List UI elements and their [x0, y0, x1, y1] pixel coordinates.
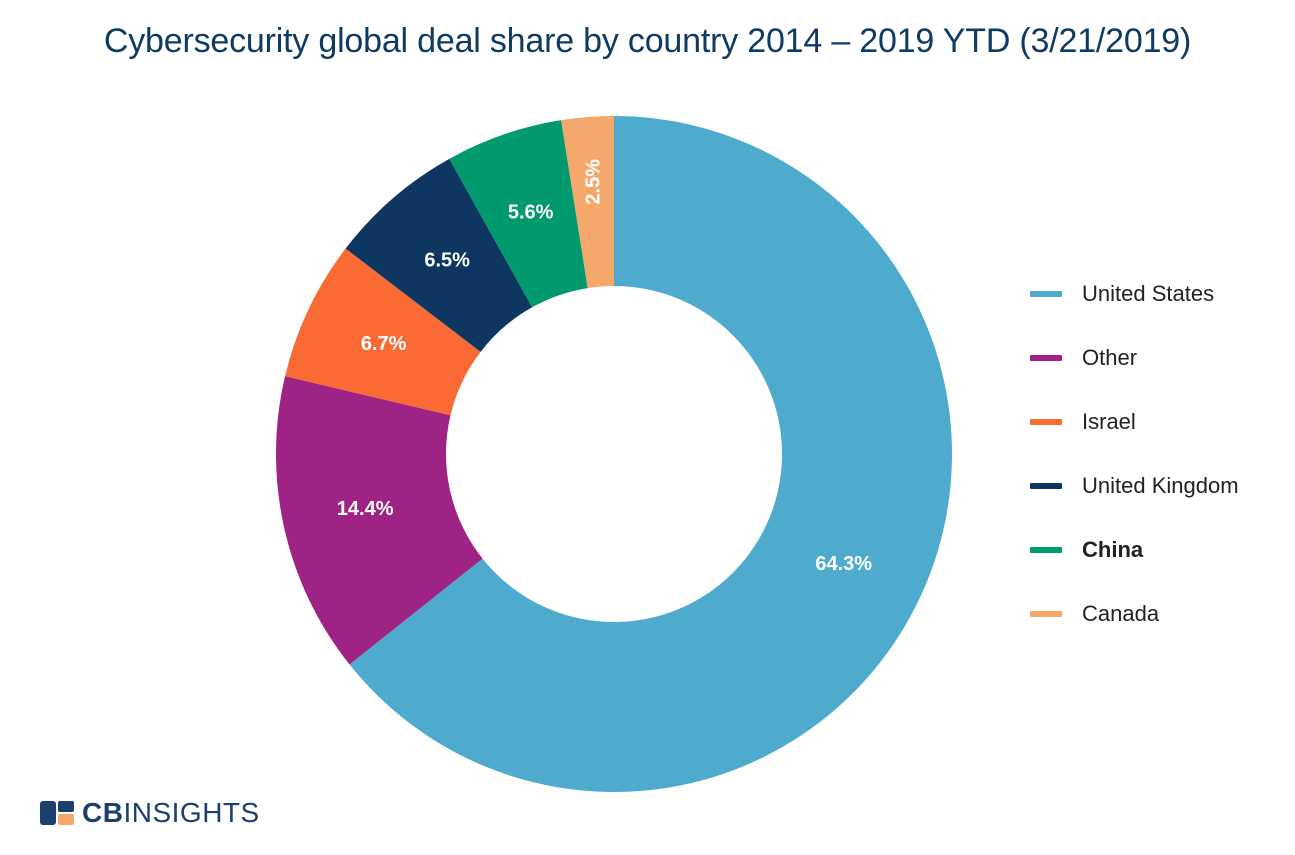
legend-swatch [1030, 419, 1062, 425]
donut-slice-united-kingdom [345, 158, 533, 352]
brand-insights: INSIGHTS [123, 797, 260, 828]
data-label-other: 14.4% [337, 498, 394, 520]
data-label-united-states: 64.3% [815, 553, 872, 575]
data-label-united-kingdom: 6.5% [424, 249, 470, 271]
donut-slice-israel [285, 248, 481, 416]
donut-slice-other [276, 376, 483, 665]
donut-slices [276, 116, 953, 792]
donut-slice-canada [561, 116, 614, 289]
legend-swatch [1030, 547, 1062, 553]
chart-legend: United States Other Israel United Kingdom Ch… [1030, 262, 1290, 646]
legend-swatch [1030, 355, 1062, 361]
brand-cb: CB [82, 797, 124, 828]
legend-label: Other [1082, 345, 1138, 370]
data-label-canada: 2.5% [582, 159, 604, 205]
data-label-israel: 6.7% [361, 333, 407, 355]
cb-insights-wordmark: CBINSIGHTS [82, 797, 260, 829]
legend-label: China [1082, 537, 1144, 562]
legend-item: Israel [1030, 390, 1290, 454]
legend-label: United Kingdom [1082, 473, 1239, 498]
donut-data-labels: 64.3% 14.4% 6.7% 6.5% 5.6% 2.5% [337, 159, 872, 575]
donut-slice-united-states [349, 116, 953, 792]
cb-insights-logo-icon [40, 801, 74, 825]
legend-item: China [1030, 518, 1290, 582]
legend-item: Canada [1030, 582, 1290, 646]
legend-label: United States [1082, 281, 1215, 306]
legend-label: Israel [1082, 409, 1136, 434]
legend-swatch [1030, 611, 1062, 617]
cb-insights-logo: CBINSIGHTS [40, 796, 260, 830]
chart-title: Cybersecurity global deal share by count… [103, 22, 1192, 60]
legend-swatch [1030, 291, 1062, 297]
legend-label: Canada [1082, 601, 1160, 626]
legend-item: Other [1030, 326, 1290, 390]
legend-swatch [1030, 483, 1062, 489]
donut-slice-china [449, 120, 588, 308]
legend-item: United Kingdom [1030, 454, 1290, 518]
legend-item: United States [1030, 262, 1290, 326]
data-label-china: 5.6% [508, 201, 554, 223]
